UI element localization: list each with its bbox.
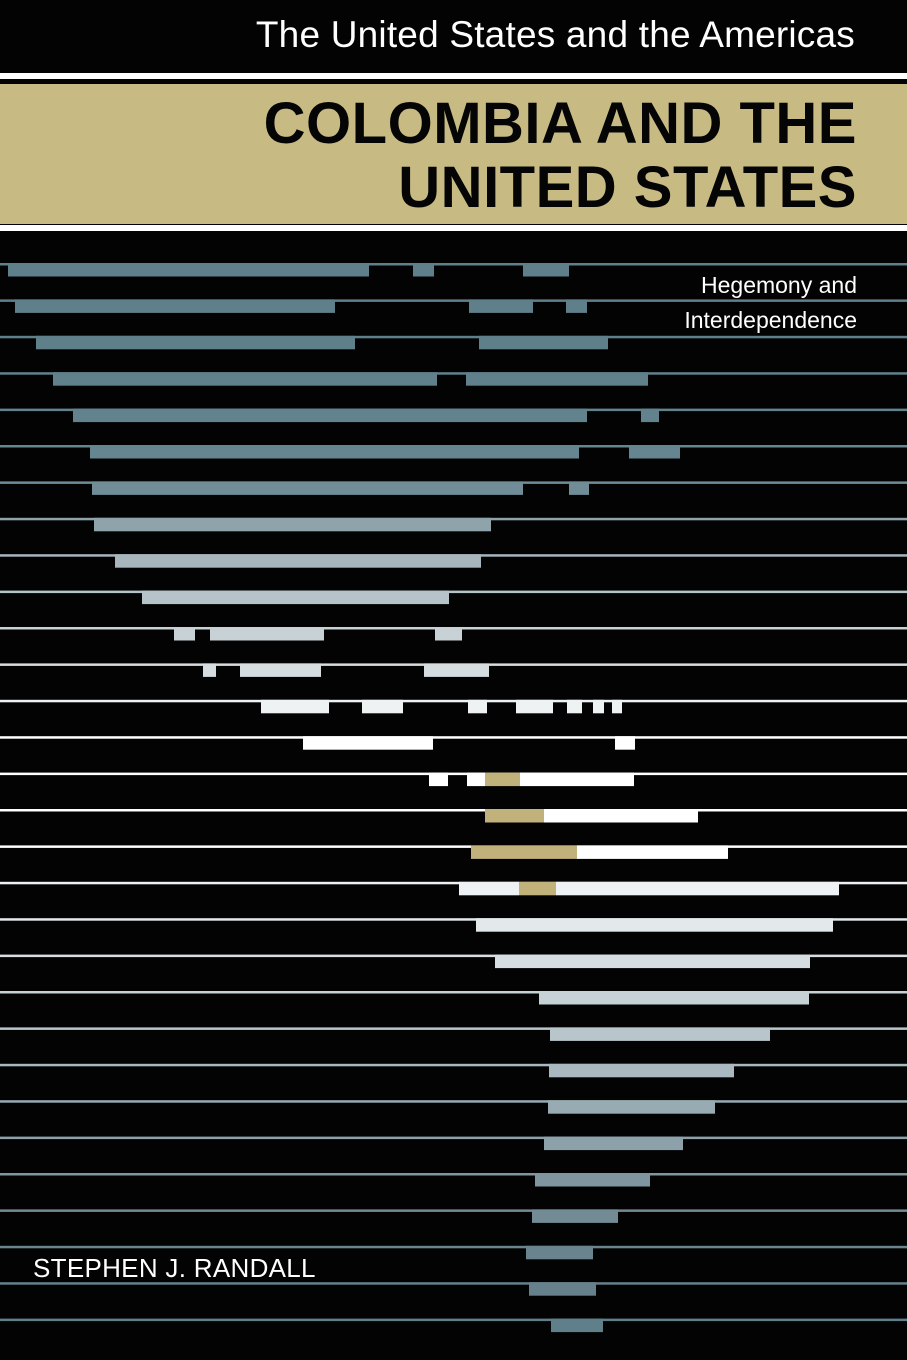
stripe-segment bbox=[612, 699, 622, 714]
subtitle: Hegemony and Interdependence bbox=[684, 268, 857, 338]
stripe-line bbox=[0, 590, 907, 594]
stripe-line bbox=[0, 699, 907, 703]
stripe-segment bbox=[94, 517, 491, 532]
stripe-segment bbox=[53, 372, 437, 386]
stripe-line bbox=[0, 954, 907, 958]
stripe-line bbox=[0, 736, 907, 739]
title-line-2: UNITED STATES bbox=[398, 155, 857, 220]
stripe-line bbox=[0, 299, 907, 302]
stripe-segment bbox=[629, 445, 680, 459]
series-title: The United States and the Americas bbox=[255, 14, 855, 55]
stripe-line bbox=[0, 881, 907, 885]
stripe-line bbox=[0, 918, 907, 921]
stripe-segment bbox=[429, 772, 448, 787]
stripe-segment bbox=[476, 918, 833, 932]
stripe-segment bbox=[467, 772, 485, 787]
stripe-segment bbox=[468, 699, 487, 714]
stripe-segment bbox=[90, 445, 579, 459]
stripe-segment bbox=[551, 1318, 603, 1333]
stripe-line bbox=[0, 1318, 907, 1322]
stripe-line bbox=[0, 372, 907, 375]
colombia-highlight-segment bbox=[471, 845, 577, 859]
stripe-segment bbox=[8, 263, 369, 277]
stripe-segment bbox=[142, 590, 449, 605]
stripe-segment bbox=[73, 408, 587, 423]
subtitle-line-1: Hegemony and bbox=[701, 272, 857, 298]
stripe-segment bbox=[577, 845, 728, 859]
stripe-line bbox=[0, 1245, 907, 1249]
colombia-highlight-segment bbox=[485, 809, 544, 823]
stripe-segment bbox=[544, 809, 698, 823]
stripe-line bbox=[0, 1063, 907, 1067]
stripe-segment bbox=[593, 699, 604, 714]
stripe-segment bbox=[115, 554, 481, 568]
title-line-1: COLOMBIA AND THE bbox=[263, 91, 857, 156]
stripe-segment bbox=[459, 881, 519, 896]
stripe-line bbox=[0, 335, 907, 339]
stripe-segment bbox=[36, 335, 355, 350]
stripe-segment bbox=[362, 699, 403, 714]
stripe-segment bbox=[466, 372, 648, 386]
stripe-segment bbox=[523, 263, 569, 277]
stripe-segment bbox=[516, 699, 553, 714]
stripe-line bbox=[0, 991, 907, 994]
top-rule bbox=[0, 73, 907, 79]
stripe-line bbox=[0, 1100, 907, 1103]
stripe-segment bbox=[240, 663, 321, 677]
stripe-segment bbox=[566, 299, 587, 313]
stripe-segment bbox=[569, 481, 589, 495]
stripe-line bbox=[0, 845, 907, 848]
stripe-line bbox=[0, 263, 907, 266]
stripe-segment bbox=[413, 263, 434, 277]
stripe-segment bbox=[641, 408, 659, 423]
stripe-segment bbox=[261, 699, 329, 714]
stripe-segment bbox=[424, 663, 489, 677]
stripe-segment bbox=[532, 1209, 618, 1223]
author-name: STEPHEN J. RANDALL bbox=[33, 1253, 316, 1283]
colombia-highlight-segment bbox=[519, 881, 556, 896]
stripe-segment bbox=[567, 699, 582, 714]
stripe-line bbox=[0, 772, 907, 776]
stripe-segment bbox=[556, 881, 839, 896]
stripe-line bbox=[0, 809, 907, 812]
stripe-segment bbox=[210, 627, 324, 641]
stripe-line bbox=[0, 1173, 907, 1176]
stripe-segment bbox=[550, 1027, 770, 1041]
stripe-segment bbox=[92, 481, 523, 495]
stripe-segment bbox=[526, 1245, 593, 1260]
stripe-segment bbox=[549, 1063, 734, 1078]
stripe-line bbox=[0, 1209, 907, 1212]
stripe-segment bbox=[529, 1282, 596, 1296]
stripe-segment bbox=[203, 663, 216, 677]
stripe-segment bbox=[539, 991, 809, 1005]
stripe-segment bbox=[520, 772, 634, 787]
stripe-segment bbox=[495, 954, 810, 969]
stripe-segment bbox=[544, 1136, 683, 1151]
stripe-line bbox=[0, 1027, 907, 1030]
stripe-segment bbox=[15, 299, 335, 313]
colombia-highlight-segment bbox=[485, 772, 520, 787]
bottom-rule bbox=[0, 225, 907, 231]
stripe-segment bbox=[174, 627, 195, 641]
stripe-segment bbox=[469, 299, 533, 313]
stripe-segment bbox=[535, 1173, 650, 1187]
subtitle-line-2: Interdependence bbox=[684, 307, 857, 333]
stripe-segment bbox=[615, 736, 635, 750]
stripe-line bbox=[0, 1282, 907, 1285]
title-band bbox=[0, 84, 907, 224]
stripe-segment bbox=[479, 335, 608, 350]
stripe-segment bbox=[548, 1100, 715, 1114]
stripe-segment bbox=[435, 627, 462, 641]
stripe-segment bbox=[303, 736, 433, 750]
book-title: COLOMBIA AND THE UNITED STATES bbox=[264, 92, 857, 220]
stripe-line bbox=[0, 1136, 907, 1140]
